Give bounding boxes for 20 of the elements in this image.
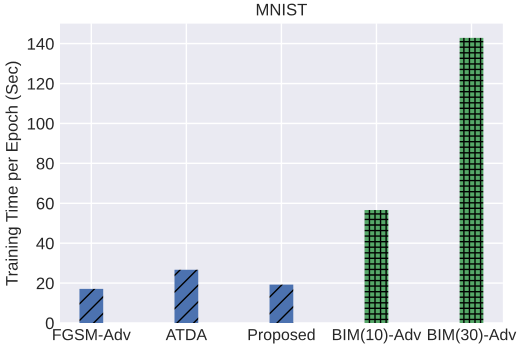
x-tick-label: FGSM-Adv bbox=[53, 328, 131, 340]
y-tick-label: 60 bbox=[36, 198, 54, 210]
bar bbox=[174, 270, 198, 323]
y-tick-label: 20 bbox=[36, 277, 54, 290]
bar bbox=[270, 284, 294, 323]
bar bbox=[364, 210, 388, 323]
x-tick-label: BIM(10)-Adv bbox=[332, 328, 422, 344]
bar bbox=[79, 288, 104, 323]
bar bbox=[460, 38, 484, 323]
y-axis-title: Training Time per Epoch (Sec) bbox=[6, 62, 22, 286]
x-tick-label: ATDA bbox=[166, 329, 208, 340]
x-tick-label: BIM(30)-Adv bbox=[428, 328, 516, 344]
y-tick-label: 100 bbox=[28, 118, 54, 130]
y-tick-label: 140 bbox=[28, 38, 54, 50]
y-tick-label: 40 bbox=[36, 238, 54, 250]
y-tick-label: 80 bbox=[36, 158, 54, 170]
y-tick-label: 0 bbox=[46, 317, 54, 330]
y-tick-label: 120 bbox=[28, 78, 54, 90]
chart-title: MNIST bbox=[256, 4, 307, 16]
x-tick-label: Proposed bbox=[248, 328, 315, 344]
